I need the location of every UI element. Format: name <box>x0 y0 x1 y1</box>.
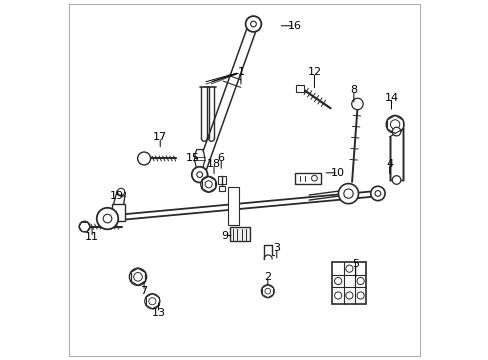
Circle shape <box>391 127 400 136</box>
Circle shape <box>97 208 118 229</box>
Circle shape <box>148 298 156 305</box>
Text: 6: 6 <box>217 153 224 163</box>
Text: 8: 8 <box>349 85 357 95</box>
Circle shape <box>264 288 270 294</box>
Circle shape <box>356 278 364 285</box>
Circle shape <box>374 190 380 196</box>
Text: 17: 17 <box>153 132 167 142</box>
Circle shape <box>133 273 142 281</box>
Circle shape <box>351 98 363 110</box>
Circle shape <box>343 189 352 198</box>
Bar <box>228 187 239 225</box>
Circle shape <box>103 214 112 223</box>
Text: 18: 18 <box>206 159 221 169</box>
Text: 7: 7 <box>140 286 147 296</box>
Bar <box>219 186 224 192</box>
Circle shape <box>79 221 90 232</box>
Circle shape <box>196 172 202 177</box>
Circle shape <box>389 120 399 129</box>
Text: 1: 1 <box>237 67 244 77</box>
Circle shape <box>261 285 274 298</box>
Text: 15: 15 <box>185 153 199 163</box>
Text: 3: 3 <box>273 243 280 253</box>
Text: 13: 13 <box>151 308 165 318</box>
Bar <box>294 173 320 184</box>
Text: 12: 12 <box>307 67 321 77</box>
Text: 19: 19 <box>110 191 124 201</box>
Circle shape <box>370 186 384 201</box>
Text: 9: 9 <box>221 231 228 240</box>
Bar <box>230 227 249 241</box>
Text: 16: 16 <box>287 21 301 31</box>
Circle shape <box>386 116 403 134</box>
Circle shape <box>201 176 216 192</box>
Polygon shape <box>194 149 204 171</box>
Circle shape <box>204 181 212 188</box>
Circle shape <box>250 21 256 27</box>
Circle shape <box>356 292 364 299</box>
Circle shape <box>117 188 124 195</box>
Circle shape <box>191 167 207 183</box>
Circle shape <box>137 152 150 165</box>
Circle shape <box>391 176 400 184</box>
Circle shape <box>245 16 261 32</box>
Text: 10: 10 <box>330 168 344 178</box>
Text: 2: 2 <box>264 272 271 282</box>
Text: 4: 4 <box>386 159 392 169</box>
Circle shape <box>311 175 317 181</box>
Circle shape <box>345 265 352 272</box>
Bar <box>332 262 366 304</box>
Circle shape <box>338 184 358 204</box>
Text: 5: 5 <box>351 259 358 269</box>
Circle shape <box>129 268 146 285</box>
Bar <box>112 204 125 221</box>
Bar <box>296 85 304 92</box>
Bar <box>217 176 226 184</box>
Circle shape <box>334 278 341 285</box>
Text: 11: 11 <box>85 232 99 242</box>
Circle shape <box>345 292 352 299</box>
Text: 14: 14 <box>384 93 398 103</box>
Circle shape <box>334 292 341 299</box>
Circle shape <box>144 294 160 309</box>
